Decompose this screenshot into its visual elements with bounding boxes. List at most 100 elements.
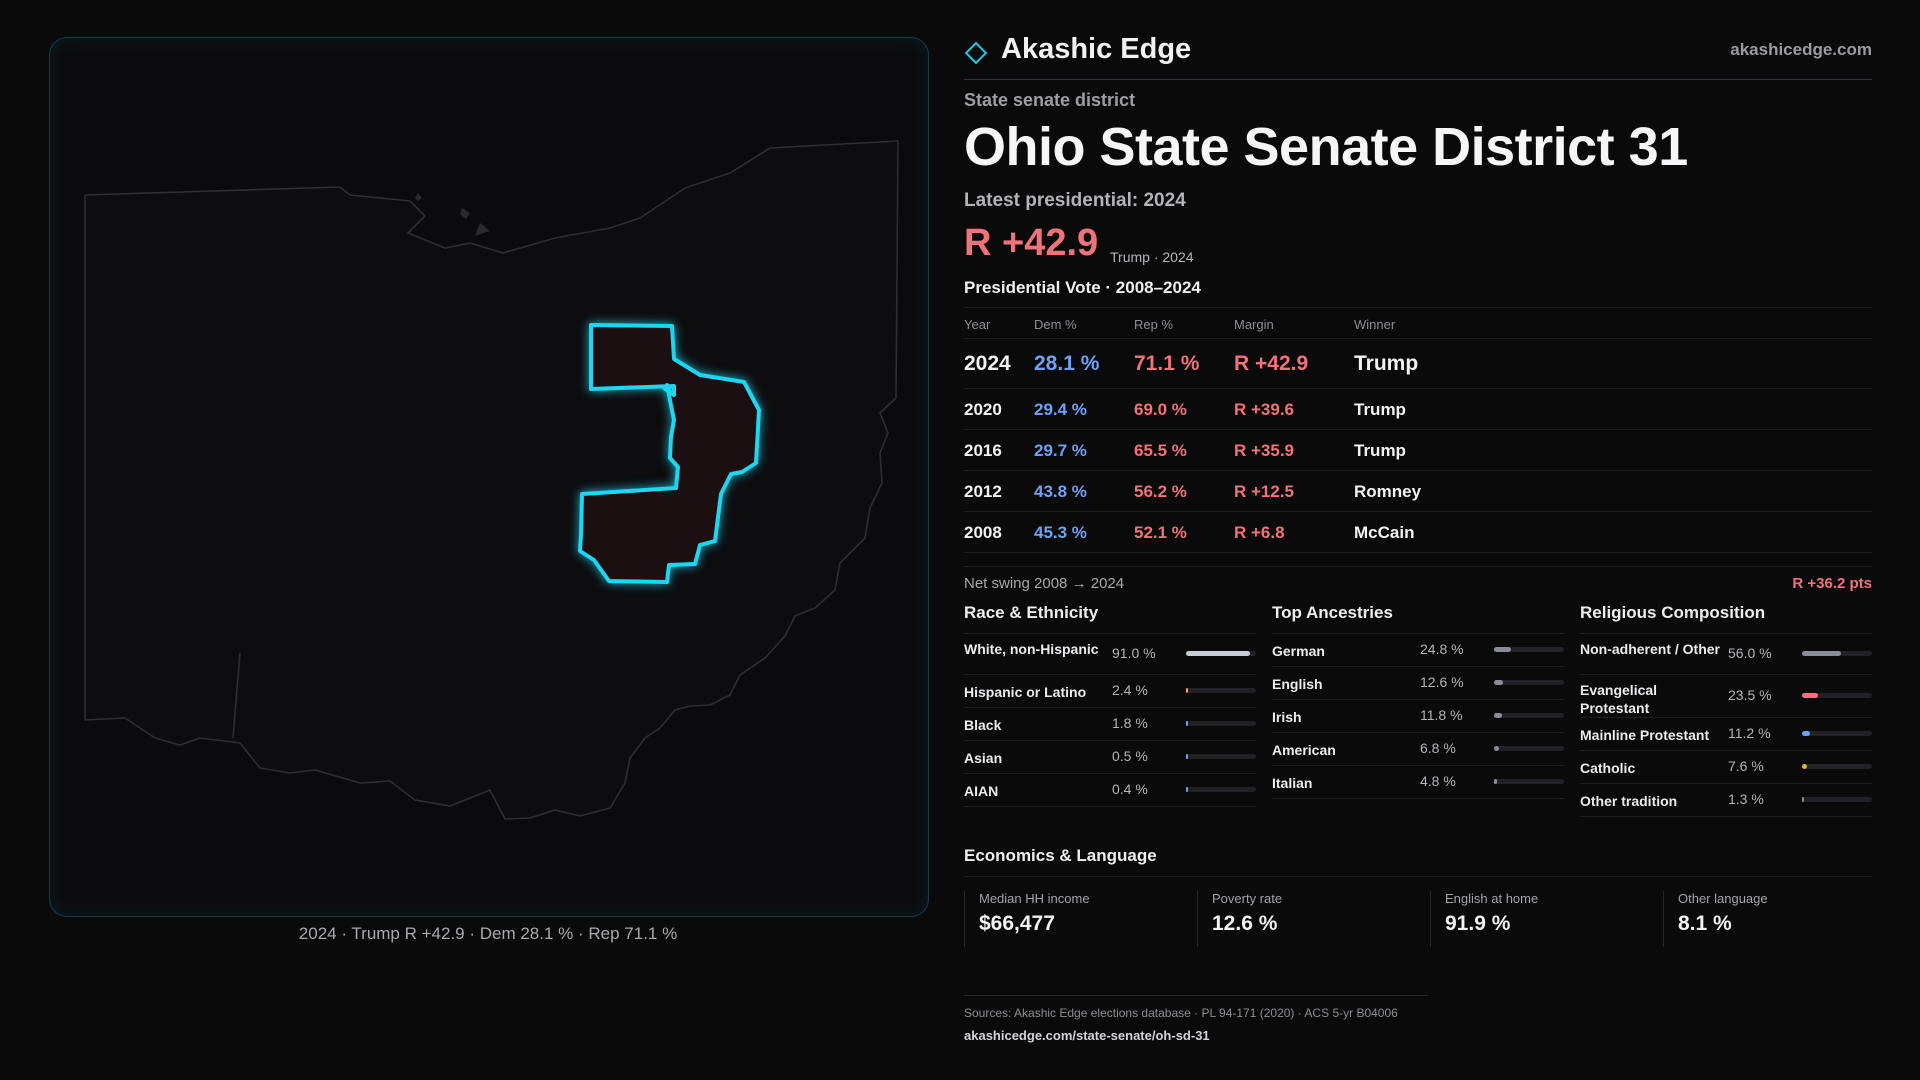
stat-bar-track (1802, 764, 1872, 769)
cell-margin: R +12.5 (1234, 482, 1295, 501)
table-row: 2008 45.3 % 52.1 % R +6.8 McCain (964, 512, 1872, 553)
econ-cell-poverty: Poverty rate 12.6 % (1197, 891, 1397, 947)
top-ancestries-title: Top Ancestries (1272, 603, 1564, 634)
stat-bar-track (1494, 713, 1564, 718)
cell-rep: 69.0 % (1134, 400, 1187, 419)
cell-margin: R +6.8 (1234, 523, 1285, 542)
cell-winner: Trump (1354, 352, 1419, 375)
stat-bar-fill (1494, 746, 1499, 751)
religious-composition-title: Religious Composition (1580, 603, 1872, 634)
table-row: 2024 28.1 % 71.1 % R +42.9 Trump (964, 339, 1872, 389)
stat-value: 91.0 % (1112, 645, 1156, 661)
stat-label: AIAN (964, 783, 999, 799)
stat-bar-fill (1802, 693, 1818, 698)
stat-label: Other tradition (1580, 793, 1678, 809)
col-header-dem: Dem % (1034, 317, 1077, 332)
stat-value: 1.3 % (1728, 791, 1764, 807)
stat-bar-track (1186, 651, 1256, 656)
district-31-shape[interactable] (578, 323, 761, 584)
state-inner-boundary (232, 652, 241, 739)
stat-bar-track (1802, 651, 1872, 656)
cell-year: 2012 (964, 482, 1002, 501)
top-ancestries-section: Top Ancestries German 24.8 % English 12.6 %… (1272, 603, 1564, 799)
stat-bar-fill (1186, 754, 1188, 759)
cell-dem: 28.1 % (1034, 352, 1100, 375)
econ-cell-english: English at home 91.9 % (1430, 891, 1630, 947)
net-swing-label: Net swing 2008 → 2024 (964, 575, 1125, 592)
stat-value: 1.8 % (1112, 715, 1148, 731)
stat-value: 7.6 % (1728, 758, 1764, 774)
stat-label: Italian (1272, 775, 1313, 791)
stat-label: Black (964, 717, 1002, 733)
col-header-year: Year (964, 317, 991, 332)
cell-margin: R +39.6 (1234, 400, 1295, 419)
stat-value: 23.5 % (1728, 687, 1772, 703)
cell-winner: Trump (1354, 441, 1406, 460)
econ-label: Median HH income (979, 891, 1090, 906)
stat-bar-fill (1802, 651, 1841, 656)
presidential-vote-table: Year Dem % Rep % Margin Winner 2024 28.1… (964, 307, 1872, 553)
stat-label: Mainline Protestant (1580, 727, 1710, 743)
econ-label: English at home (1445, 891, 1539, 906)
stat-row: Catholic 7.6 % (1580, 751, 1872, 784)
stat-label: White, non-Hispanic (964, 641, 1099, 657)
cell-dem: 29.7 % (1034, 441, 1087, 460)
headline-margin-sub: Trump · 2024 (1110, 249, 1194, 265)
headline-margin: R +42.9 (964, 222, 1099, 264)
econ-cell-other-language: Other language 8.1 % (1663, 891, 1863, 947)
col-header-margin: Margin (1234, 317, 1274, 332)
cell-dem: 29.4 % (1034, 400, 1087, 419)
stat-row: Other tradition 1.3 % (1580, 784, 1872, 817)
stat-bar-track (1802, 797, 1872, 802)
stat-row: Mainline Protestant 11.2 % (1580, 718, 1872, 751)
religious-composition-section: Religious Composition Non-adherent / Oth… (1580, 603, 1872, 817)
stat-value: 0.5 % (1112, 748, 1148, 764)
cell-rep: 65.5 % (1134, 441, 1187, 460)
stat-value: 11.8 % (1420, 707, 1463, 723)
stat-bar-fill (1186, 787, 1188, 792)
brand-header: Akashic Edge akashicedge.com (964, 33, 1872, 80)
cell-year: 2016 (964, 441, 1002, 460)
stat-value: 6.8 % (1420, 740, 1456, 756)
cell-rep: 71.1 % (1134, 352, 1200, 375)
cell-margin: R +42.9 (1234, 352, 1309, 375)
stat-label: Non-adherent / Other (1580, 641, 1721, 657)
diamond-outline-icon (964, 41, 988, 65)
stat-row: American 6.8 % (1272, 733, 1564, 766)
stat-value: 56.0 % (1728, 645, 1772, 661)
lake-islands (415, 193, 490, 236)
sources-url-link[interactable]: akashicedge.com/state-senate/oh-sd-31 (964, 1028, 1210, 1043)
stat-label: Catholic (1580, 760, 1636, 776)
stat-label: Irish (1272, 709, 1302, 725)
race-ethnicity-section: Race & Ethnicity White, non-Hispanic 91.0… (964, 603, 1256, 807)
stat-label: Asian (964, 750, 1003, 766)
economics-title: Economics & Language (964, 846, 1872, 877)
econ-value: $66,477 (979, 912, 1055, 935)
cell-winner: McCain (1354, 523, 1415, 542)
stat-bar-fill (1494, 647, 1511, 652)
district-map[interactable] (50, 38, 928, 916)
table-row: 2016 29.7 % 65.5 % R +35.9 Trump (964, 430, 1872, 471)
map-panel[interactable] (49, 37, 929, 917)
stat-row: Irish 11.8 % (1272, 700, 1564, 733)
page-title: Ohio State Senate District 31 (964, 117, 1688, 177)
table-header-row: Year Dem % Rep % Margin Winner (964, 308, 1872, 339)
page-kicker: State senate district (964, 90, 1136, 110)
stat-bar-fill (1802, 731, 1810, 736)
sources-text: Sources: Akashic Edge elections database… (964, 1006, 1398, 1020)
econ-cell-income: Median HH income $66,477 (964, 891, 1164, 947)
col-header-rep: Rep % (1134, 317, 1174, 332)
stat-row: Asian 0.5 % (964, 741, 1256, 774)
stat-bar-fill (1186, 688, 1188, 693)
brand-name: Akashic Edge (1001, 33, 1192, 65)
stat-row: Black 1.8 % (964, 708, 1256, 741)
stat-row: English 12.6 % (1272, 667, 1564, 700)
stat-bar-track (1494, 779, 1564, 784)
stat-bar-track (1802, 693, 1872, 698)
stat-label: American (1272, 742, 1336, 758)
table-row: 2012 43.8 % 56.2 % R +12.5 Romney (964, 471, 1872, 512)
stat-bar-fill (1494, 713, 1502, 718)
brand-url-link[interactable]: akashicedge.com (1730, 40, 1872, 59)
econ-value: 91.9 % (1445, 912, 1511, 935)
econ-value: 8.1 % (1678, 912, 1732, 935)
